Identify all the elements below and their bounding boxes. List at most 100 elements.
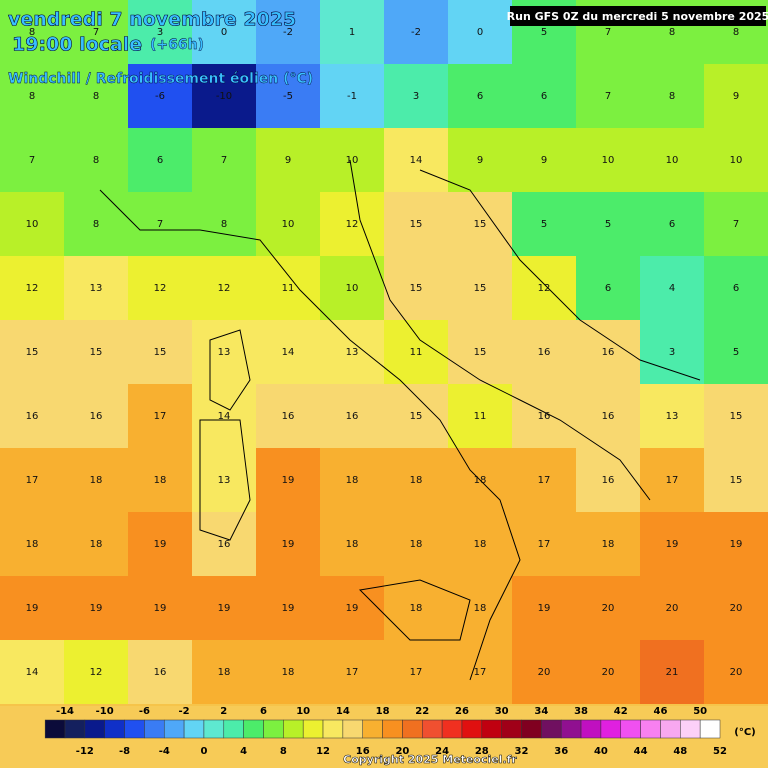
grid-cell: [448, 576, 512, 640]
grid-value: 10: [282, 219, 295, 230]
legend-tick-label: 52: [713, 746, 727, 757]
grid-value: 16: [90, 411, 103, 422]
grid-cell: [320, 0, 384, 64]
grid-cell: [0, 576, 64, 640]
legend-tick-label: 38: [574, 706, 588, 717]
grid-cell: [576, 320, 640, 384]
grid-cell: [64, 448, 128, 512]
grid-value: 18: [90, 539, 103, 550]
grid-value: 19: [218, 603, 231, 614]
grid-cell: [320, 512, 384, 576]
grid-cell: [512, 384, 576, 448]
grid-value: 8: [93, 155, 99, 166]
legend-swatch: [402, 719, 423, 739]
grid-value: 19: [666, 539, 679, 550]
legend-tick-label: 50: [693, 706, 707, 717]
grid-value: 17: [154, 411, 167, 422]
legend-swatch: [223, 719, 244, 739]
grid-value: 14: [282, 347, 295, 358]
grid-value: 16: [602, 347, 615, 358]
grid-value: 9: [285, 155, 291, 166]
grid-cell: [576, 640, 640, 704]
grid-value: 7: [93, 27, 99, 38]
grid-value: 5: [541, 219, 547, 230]
grid-cell: [704, 384, 768, 448]
grid-cell: [128, 448, 192, 512]
grid-value: 11: [410, 347, 423, 358]
grid-value: 4: [669, 283, 675, 294]
copyright: Copyright 2025 Meteociel.fr: [343, 753, 517, 766]
grid-cell: [0, 320, 64, 384]
grid-value: 18: [474, 539, 487, 550]
grid-cell: [384, 256, 448, 320]
legend-swatch: [44, 719, 66, 739]
value-grid: 8 7 3 0 -2 1 -2 0 5 7 8 8 8 8 -6 -10 -5 -1 3 6 6 7 8 9 7 8 6 7 9 10 14…: [0, 0, 768, 704]
grid-value: 14: [26, 667, 39, 678]
grid-value: 17: [26, 475, 39, 486]
grid-value: 16: [602, 475, 615, 486]
grid-cell: [640, 448, 704, 512]
grid-value: 16: [538, 347, 551, 358]
legend-swatch: [302, 719, 324, 739]
grid-cell: [256, 256, 320, 320]
grid-value: 6: [541, 91, 547, 102]
grid-value: 0: [477, 27, 483, 38]
grid-value: 10: [26, 219, 39, 230]
grid-value: 12: [90, 667, 103, 678]
grid-cell: [128, 64, 192, 128]
grid-cell: [512, 512, 576, 576]
grid-value: 13: [218, 475, 231, 486]
grid-cell: [512, 320, 576, 384]
grid-cell: [448, 512, 512, 576]
grid-cell: [704, 64, 768, 128]
grid-cell: [256, 384, 320, 448]
grid-value: 12: [346, 219, 359, 230]
run-label: Run GFS 0Z du mercredi 5 novembre 2025: [507, 10, 768, 23]
legend-swatch: [342, 719, 363, 739]
grid-cell: [640, 512, 704, 576]
legend-tick-label: 16: [356, 746, 370, 757]
legend-tick-label: -2: [179, 706, 190, 717]
grid-value: 7: [157, 219, 163, 230]
legend-tick-label: 22: [415, 706, 429, 717]
grid-cell: [128, 512, 192, 576]
legend-swatch: [64, 719, 86, 739]
grid-value: 18: [26, 539, 39, 550]
legend-swatch: [283, 719, 304, 739]
grid-cell: [384, 512, 448, 576]
grid-value: 5: [605, 219, 611, 230]
grid-cell: [448, 192, 512, 256]
grid-value: 12: [154, 283, 167, 294]
grid-cell: [64, 64, 128, 128]
legend-swatch: [382, 719, 403, 739]
grid-cell: [256, 0, 320, 64]
grid-value: 8: [669, 91, 675, 102]
grid-value: 19: [282, 603, 295, 614]
grid-value: 18: [410, 603, 423, 614]
grid-cell: [384, 64, 448, 128]
grid-value: 15: [730, 475, 743, 486]
grid-value: 5: [733, 347, 739, 358]
grid-value: 21: [666, 667, 679, 678]
coastlines: [99, 159, 701, 681]
grid-cell: [192, 128, 256, 192]
legend-tick-label: 12: [316, 746, 330, 757]
grid-cell: [192, 640, 256, 704]
grid-value: 17: [474, 667, 487, 678]
grid-value: 7: [605, 91, 611, 102]
grid-value: 15: [474, 347, 487, 358]
grid-cell: [320, 256, 384, 320]
grid-value: 6: [477, 91, 483, 102]
legend-swatch: [183, 719, 205, 739]
grid-value: 8: [93, 219, 99, 230]
legend-tick-label: -4: [159, 746, 170, 757]
grid-cell: [704, 512, 768, 576]
grid-cell: [384, 0, 448, 64]
grid-cell: [384, 448, 448, 512]
grid-cell: [320, 640, 384, 704]
run-banner: [510, 6, 766, 26]
grid-value: 9: [541, 155, 547, 166]
grid-value: 7: [221, 155, 227, 166]
grid-value: 18: [346, 539, 359, 550]
